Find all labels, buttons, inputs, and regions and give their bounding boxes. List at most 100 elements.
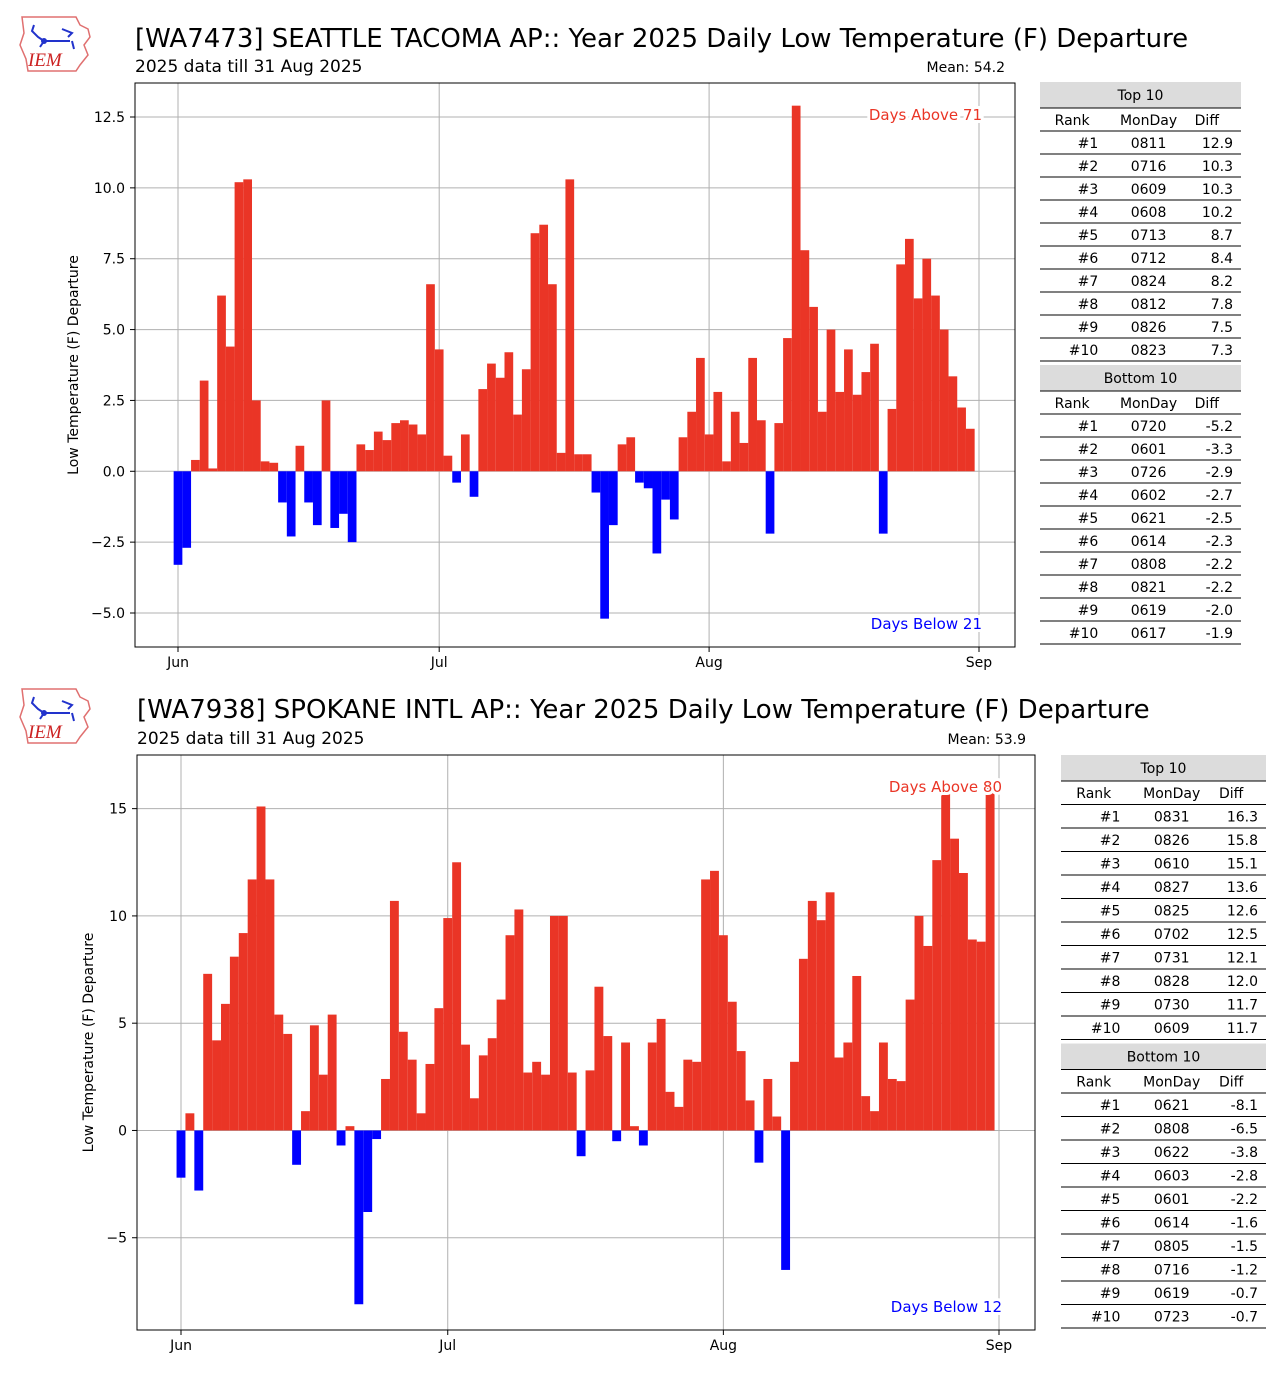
monday-cell: 0828 — [1154, 974, 1190, 990]
logo-text: IEM — [27, 722, 63, 743]
table-row: #5 0621 -2.5 — [1078, 511, 1233, 527]
rank-cell: #2 — [1078, 159, 1099, 175]
column-header: MonDay — [1120, 113, 1177, 129]
days-below-label: Days Below 12 — [891, 1298, 1002, 1316]
bar-above — [389, 900, 399, 1131]
monday-cell: 0823 — [1131, 343, 1167, 359]
chart-panel-1: IEM [WA7473] SEATTLE TACOMA AP:: Year 202… — [19, 16, 1241, 671]
bar-above — [678, 437, 688, 472]
bar-above — [208, 468, 218, 472]
bar-above — [594, 986, 604, 1131]
bar-above — [327, 1014, 337, 1131]
rank-cell: #5 — [1100, 1192, 1121, 1208]
rank-cell: #2 — [1100, 833, 1121, 849]
rank-cell: #7 — [1078, 557, 1099, 573]
column-header: Rank — [1076, 1075, 1112, 1091]
rank-cell: #8 — [1100, 1263, 1121, 1279]
monday-cell: 0608 — [1131, 205, 1167, 221]
monday-cell: 0808 — [1154, 1122, 1190, 1138]
axes-frame — [136, 754, 1036, 1331]
bar-above — [549, 915, 559, 1131]
table-row: #1 0720 -5.2 — [1078, 419, 1233, 435]
rank-cell: #9 — [1100, 1286, 1121, 1302]
diff-cell: 8.2 — [1211, 274, 1233, 290]
bar-above — [295, 445, 305, 472]
chart-title: [WA7938] SPOKANE INTL AP:: Year 2025 Dai… — [137, 695, 1150, 725]
rank-cell: #4 — [1078, 205, 1099, 221]
x-tick-label: Aug — [695, 655, 722, 671]
diff-cell: 8.4 — [1211, 251, 1233, 267]
bar-above — [816, 920, 826, 1131]
diff-cell: -0.7 — [1231, 1286, 1258, 1302]
table-row: #10 0723 -0.7 — [1091, 1310, 1258, 1326]
bottom10-header-band — [1061, 1043, 1266, 1070]
rank-cell: #5 — [1078, 228, 1099, 244]
bar-above — [532, 1061, 542, 1131]
bar-above — [701, 879, 711, 1131]
bar-above — [896, 264, 905, 472]
bar-above — [265, 879, 275, 1131]
bar-above — [826, 329, 836, 472]
bar-above — [870, 343, 879, 472]
x-tick-label: Sep — [966, 655, 993, 671]
bar-above — [626, 437, 636, 472]
monday-cell: 0609 — [1131, 182, 1167, 198]
bar-below — [336, 1130, 346, 1146]
bar-above — [523, 1072, 533, 1131]
bar-below — [347, 471, 357, 543]
bar-above — [791, 105, 801, 472]
bar-above — [574, 454, 583, 472]
monday-cell: 0601 — [1131, 442, 1167, 458]
monday-cell: 0702 — [1154, 927, 1190, 943]
bar-above — [748, 357, 757, 472]
rank-cell: #5 — [1078, 511, 1099, 527]
bar-above — [939, 329, 949, 472]
bar-above — [541, 1074, 550, 1131]
bar-above — [513, 414, 522, 472]
bar-above — [825, 892, 835, 1131]
table-row: #3 0610 15.1 — [1100, 857, 1258, 873]
bar-above — [621, 1042, 631, 1131]
x-tick-label: Aug — [710, 1338, 737, 1354]
rank-cell: #1 — [1078, 136, 1099, 152]
rank-cell: #3 — [1100, 857, 1121, 873]
table-row: #1 0811 12.9 — [1078, 136, 1233, 152]
table-row: #5 0825 12.6 — [1100, 904, 1258, 920]
bar-below — [194, 1130, 204, 1191]
bar-above — [745, 1100, 755, 1131]
diff-cell: 12.5 — [1227, 927, 1258, 943]
rank-cell: #2 — [1078, 442, 1099, 458]
bar-above — [665, 1091, 675, 1131]
bar-below — [878, 471, 888, 534]
top10-header-band — [1040, 82, 1241, 108]
bar-below — [173, 471, 183, 565]
table-row: #4 0608 10.2 — [1078, 205, 1233, 221]
bar-above — [774, 423, 784, 472]
bar-above — [373, 431, 383, 472]
rank-cell: #9 — [1078, 603, 1099, 619]
bar-above — [558, 915, 568, 1131]
bar-above — [565, 179, 575, 472]
bar-above — [656, 1018, 666, 1131]
bar-above — [696, 357, 705, 472]
bar-above — [567, 1072, 577, 1131]
rank-table: Top 10 Rank MonDay Diff #1 0811 12.9 #2 0716 10.3… — [1040, 82, 1241, 645]
monday-cell: 0716 — [1154, 1263, 1190, 1279]
table-row: #1 0621 -8.1 — [1100, 1098, 1258, 1114]
bar-above — [345, 1126, 355, 1131]
x-tick-label: Jun — [166, 655, 189, 671]
bar-below — [304, 471, 313, 503]
bar-above — [905, 999, 915, 1131]
bar-above — [687, 411, 697, 472]
bar-below — [372, 1130, 382, 1140]
rank-cell: #10 — [1091, 1021, 1121, 1037]
bar-above — [852, 394, 862, 472]
bar-above — [835, 391, 845, 472]
bar-above — [391, 423, 401, 472]
bar-below — [354, 1130, 364, 1305]
bar-above — [704, 434, 714, 472]
diff-cell: -2.5 — [1206, 511, 1233, 527]
wind-instrument-icon — [30, 696, 75, 722]
bar-above — [932, 860, 942, 1131]
diff-cell: -8.1 — [1231, 1098, 1258, 1114]
